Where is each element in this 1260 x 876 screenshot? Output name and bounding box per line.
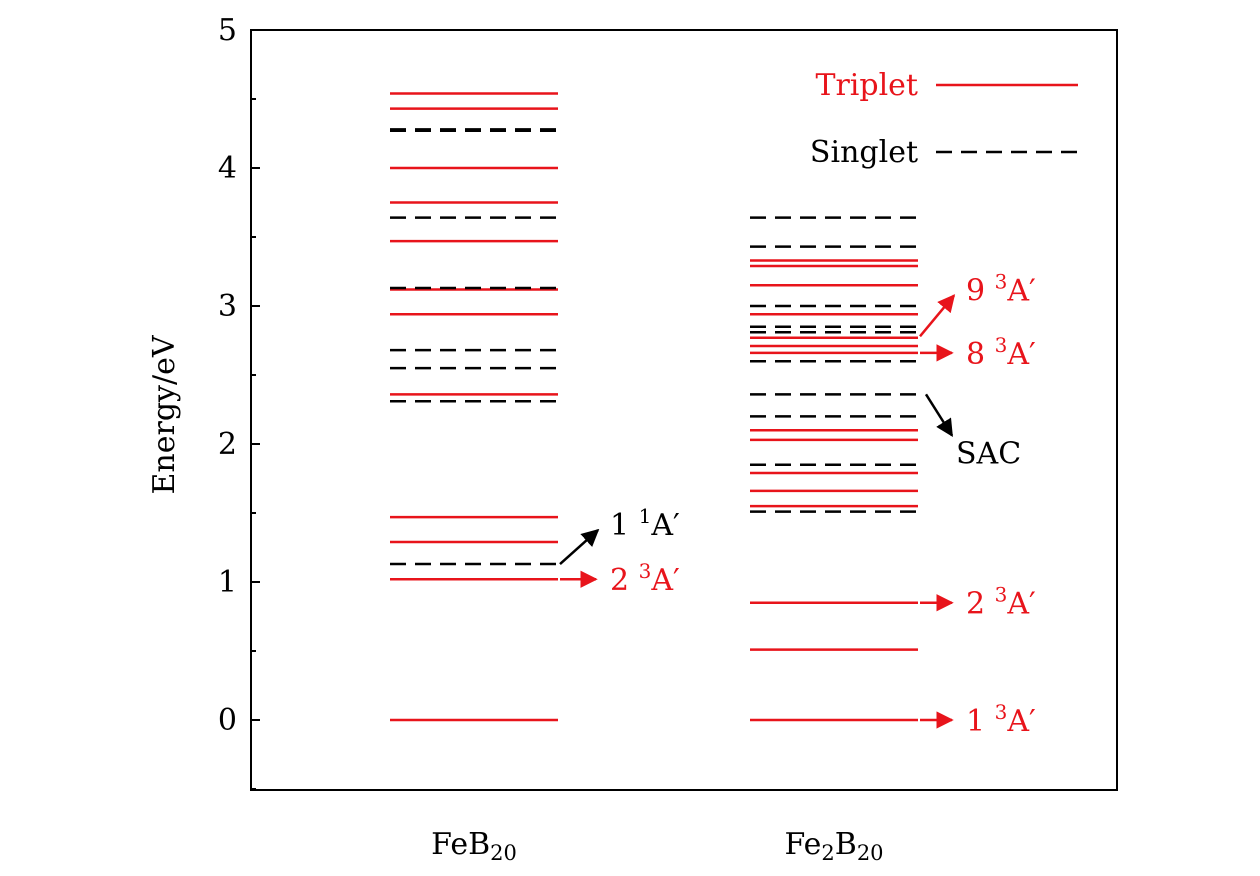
state-multiplicity: 3 [639,559,652,583]
annotation-label: SAC [956,437,1021,472]
y-tick-label: 5 [218,13,237,48]
state-multiplicity: 1 [639,504,652,528]
state-multiplicity: 3 [995,583,1008,607]
legend: Triplet Singlet [810,68,1078,170]
legend-label: Singlet [810,135,918,170]
plot-frame [250,29,1118,791]
annotation-label: 1 3A′ [966,700,1036,739]
y-tick-label: 4 [218,151,237,186]
category-subscript: 20 [490,841,517,865]
category-element: FeB [431,827,490,862]
state-multiplicity: 3 [995,269,1008,293]
state-symmetry: A′ [650,563,680,598]
annotation-arrow [559,528,600,565]
y-tick-label: 2 [218,427,237,462]
category-subscript: 2 [821,841,834,865]
annotation-label: 1 1A′ [610,504,680,543]
annotation-label: 2 3A′ [610,559,680,598]
state-multiplicity: 3 [995,333,1008,357]
legend-label: Triplet [815,68,918,103]
state-symmetry: A′ [1006,273,1036,308]
energy-levels [390,92,918,722]
category-element: B [835,827,857,862]
state-number: 1 [966,704,995,739]
state-number: 2 [610,563,639,598]
category-element: Fe [784,827,821,862]
state-number: 9 [966,273,995,308]
state-number: 8 [966,337,995,372]
annotation-label: 2 3A′ [966,583,1036,622]
y-axis-title: Energy/eV [147,334,182,494]
y-tick-label: 0 [218,703,237,738]
state-symmetry: A′ [650,508,680,543]
annotation-arrow [919,294,956,338]
annotation-arrow [924,393,954,437]
state-number: 2 [966,587,995,622]
state-number: 1 [610,508,639,543]
state-symmetry: A′ [1006,704,1036,739]
state-symmetry: A′ [1006,587,1036,622]
y-tick-label: 1 [218,565,237,600]
category-label: FeB20 [431,827,517,865]
state-multiplicity: 3 [995,700,1008,724]
state-symmetry: A′ [1006,337,1036,372]
annotation-label: 8 3A′ [966,333,1036,372]
category-label: Fe2B20 [784,827,883,865]
annotation-label: 9 3A′ [966,269,1036,308]
y-tick-label: 3 [218,289,237,324]
category-subscript: 20 [857,841,884,865]
